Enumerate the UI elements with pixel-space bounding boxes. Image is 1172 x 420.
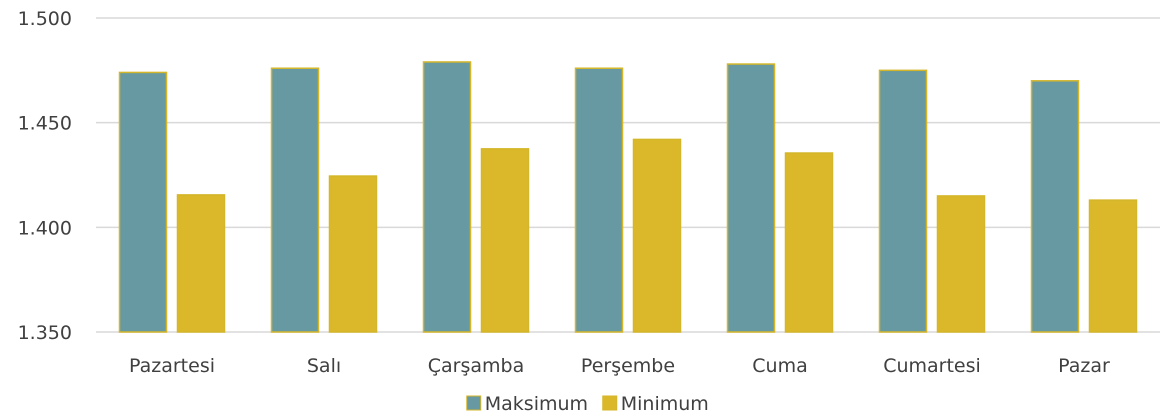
x-axis-labels: Pazartesi Salı Çarşamba Perşembe Cuma Cumarte… [129, 355, 1110, 377]
gridlines [96, 17, 1160, 333]
y-tick-label: 1.450 [18, 113, 72, 135]
x-category-label: Perşembe [581, 355, 675, 377]
bar-maksimum-1 [118, 71, 168, 333]
y-tick-label: 1.400 [18, 217, 72, 239]
bar-minimum-3 [480, 148, 530, 333]
legend-label-maksimum: Maksimum [485, 393, 588, 415]
bar-maksimum-7 [1030, 80, 1080, 333]
y-tick-label: 1.350 [18, 322, 72, 344]
legend-label-minimum: Minimum [621, 393, 709, 415]
bar-minimum-1 [176, 194, 226, 333]
y-axis-ticks: 1.350 1.400 1.450 1.500 [18, 8, 72, 344]
bar-minimum-6 [936, 195, 986, 333]
x-category-label: Pazar [1058, 355, 1110, 377]
y-tick-label: 1.500 [18, 8, 72, 30]
bar-maksimum-5 [726, 63, 776, 333]
legend-swatch-maksimum [466, 395, 482, 411]
x-category-label: Cuma [752, 355, 807, 377]
bar-minimum-4 [632, 138, 682, 333]
legend: Maksimum Minimum [466, 393, 709, 415]
x-category-label: Çarşamba [428, 355, 524, 377]
bar-maksimum-6 [878, 69, 928, 333]
x-category-label: Salı [307, 355, 341, 377]
x-category-label: Pazartesi [129, 355, 215, 377]
legend-swatch-minimum [602, 395, 618, 411]
bar-minimum-5 [784, 152, 834, 333]
bar-minimum-7 [1088, 199, 1138, 333]
x-category-label: Cumartesi [883, 355, 981, 377]
bar-minimum-2 [328, 175, 378, 333]
bar-maksimum-4 [574, 67, 624, 333]
bar-maksimum-2 [270, 67, 320, 333]
bars [118, 61, 1138, 333]
bar-maksimum-3 [422, 61, 472, 333]
